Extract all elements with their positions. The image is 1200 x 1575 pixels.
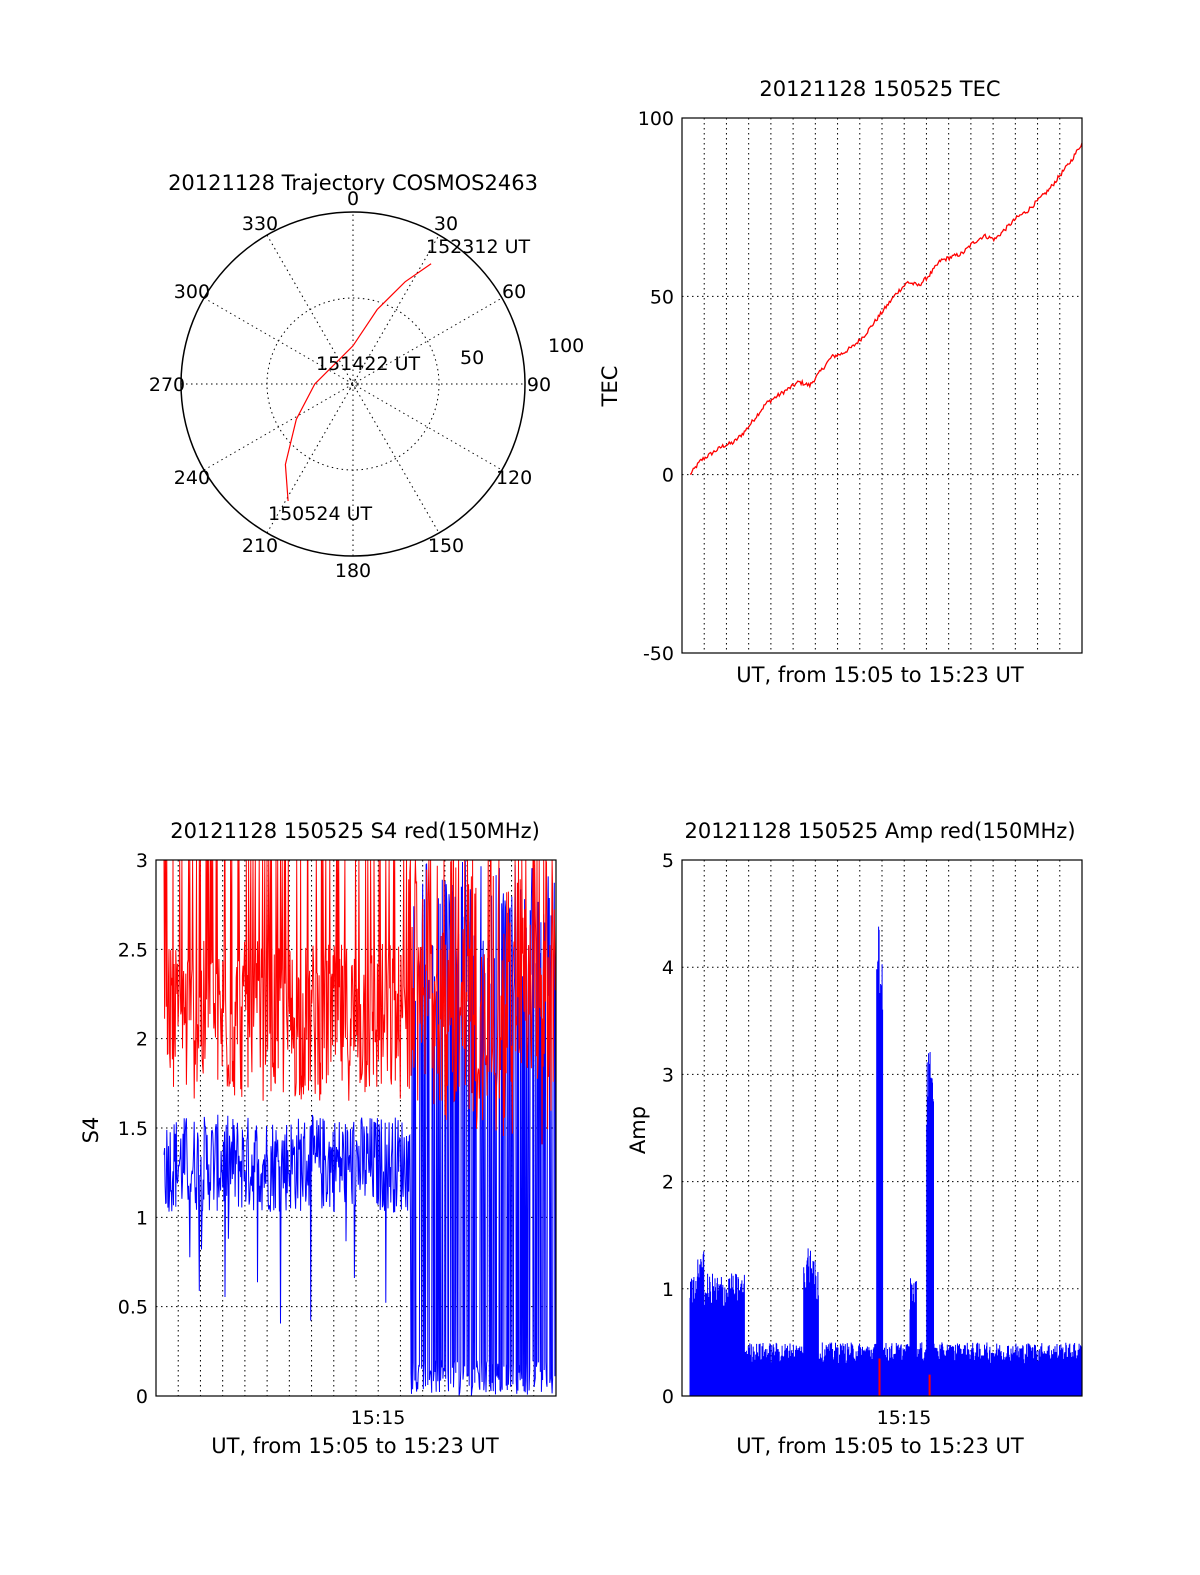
- y-tick-label: 0: [662, 1386, 674, 1408]
- amp-x-axis-label: UT, from 15:05 to 15:23 UT: [736, 1434, 1024, 1458]
- tec-panel: 20121128 150525 TEC -50 0 50 100 TEC UT, fr…: [598, 77, 1083, 687]
- tec-grid: [682, 118, 1082, 653]
- polar-azimuth-label: 120: [496, 467, 532, 489]
- polar-annotation-start: 150524 UT: [268, 503, 372, 525]
- amp-y-ticks: 0 1 2 3 4 5: [662, 850, 674, 1408]
- polar-azimuth-label: 210: [242, 535, 278, 557]
- y-tick-label: 2: [136, 1029, 148, 1051]
- polar-azimuth-label: 0: [347, 188, 359, 210]
- s4-x-axis-label: UT, from 15:05 to 15:23 UT: [211, 1434, 499, 1458]
- polar-azimuth-label: 60: [502, 281, 526, 303]
- tec-y-ticks: -50 0 50 100: [638, 108, 674, 665]
- polar-annotation-mid: 151422 UT: [316, 353, 420, 375]
- y-tick-label: 5: [662, 850, 674, 872]
- polar-center-ring: [347, 378, 359, 390]
- amp-y-axis-label: Amp: [626, 1106, 650, 1154]
- polar-azimuth-label: 240: [174, 467, 210, 489]
- y-tick-label: 1.5: [118, 1118, 148, 1140]
- s4-y-axis-label: S4: [79, 1117, 103, 1144]
- y-tick-label: -50: [643, 643, 674, 665]
- polar-ring-label-50: 50: [460, 347, 484, 369]
- y-tick-label: 3: [662, 1064, 674, 1086]
- y-tick-label: 3: [136, 850, 148, 872]
- amp-x-tick-1515: 15:15: [877, 1407, 932, 1429]
- polar-azimuth-label: 150: [428, 535, 464, 557]
- polar-azimuth-label: 330: [242, 213, 278, 235]
- polar-azimuth-label: 90: [527, 374, 551, 396]
- s4-blue-series: [163, 860, 556, 1396]
- y-tick-label: 1: [136, 1207, 148, 1229]
- tec-series-line: [689, 142, 1083, 475]
- tec-title: 20121128 150525 TEC: [759, 77, 1000, 101]
- y-tick-label: 0: [136, 1386, 148, 1408]
- s4-plot-frame: [155, 859, 557, 1397]
- y-tick-label: 1: [662, 1279, 674, 1301]
- amp-title: 20121128 150525 Amp red(150MHz): [684, 819, 1075, 843]
- s4-red-series: [163, 859, 556, 1145]
- y-tick-label: 2: [662, 1172, 674, 1194]
- y-tick-label: 2.5: [118, 939, 148, 961]
- polar-title: 20121128 Trajectory COSMOS2463: [168, 171, 538, 195]
- s4-x-tick-1515: 15:15: [351, 1407, 406, 1429]
- y-tick-label: 4: [662, 957, 674, 979]
- s4-title: 20121128 150525 S4 red(150MHz): [170, 819, 540, 843]
- amp-panel: 20121128 150525 Amp red(150MHz) 0 1 2 3 4 5 1…: [626, 819, 1083, 1458]
- y-tick-label: 0.5: [118, 1297, 148, 1319]
- amp-blue-series: [689, 926, 1082, 1396]
- polar-grid: [180, 211, 526, 557]
- y-tick-label: 100: [638, 108, 674, 130]
- polar-azimuth-labels: 0 30 60 90 120 150 180 210 240 270 300 330: [149, 188, 551, 582]
- amp-plot-frame: [681, 859, 1083, 1397]
- y-tick-label: 0: [662, 465, 674, 487]
- tec-plot-frame: [681, 117, 1083, 654]
- tec-x-axis-label: UT, from 15:05 to 15:23 UT: [736, 663, 1024, 687]
- s4-panel: 20121128 150525 S4 red(150MHz) 0 0.5 1 1.5 2…: [79, 819, 557, 1458]
- polar-annotation-end: 152312 UT: [426, 236, 530, 258]
- tec-y-axis-label: TEC: [598, 366, 622, 408]
- polar-azimuth-label: 270: [149, 374, 185, 396]
- polar-azimuth-label: 300: [174, 281, 210, 303]
- polar-azimuth-label: 30: [434, 213, 458, 235]
- polar-trajectory-line: [284, 263, 432, 502]
- polar-ring-50: [266, 297, 440, 471]
- polar-panel: 20121128 Trajectory COSMOS2463 0 30 60 90 12…: [149, 171, 584, 582]
- polar-ring-label-100: 100: [548, 335, 584, 357]
- amp-red-series: [878, 1358, 931, 1396]
- y-tick-label: 50: [650, 286, 674, 308]
- polar-azimuth-label: 180: [335, 560, 371, 582]
- s4-y-ticks: 0 0.5 1 1.5 2 2.5 3: [118, 850, 148, 1408]
